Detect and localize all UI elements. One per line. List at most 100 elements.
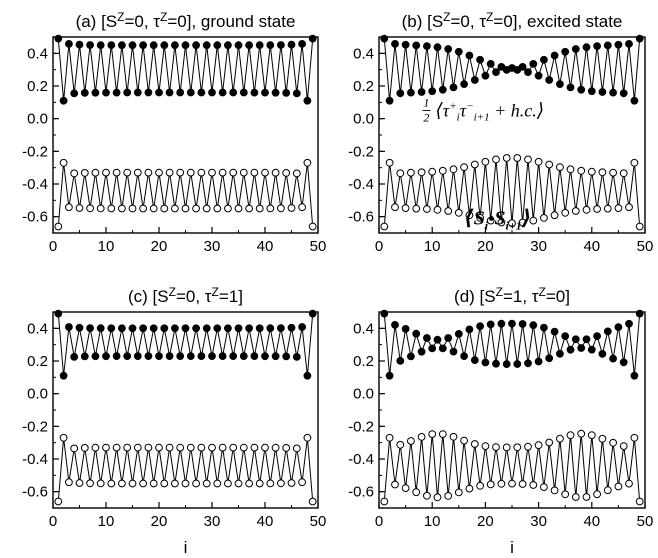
data-point — [428, 344, 437, 353]
data-point — [433, 205, 442, 214]
data-point — [261, 352, 269, 361]
y-tick-label: 0.2 — [353, 78, 374, 95]
data-point — [566, 345, 575, 354]
data-point — [75, 323, 84, 332]
data-point — [213, 479, 222, 488]
x-tick-label: 40 — [257, 238, 274, 255]
annotation-part: τ — [443, 101, 450, 121]
series-line — [383, 157, 641, 227]
data-point — [308, 497, 317, 506]
data-point — [245, 41, 254, 50]
x-tick-label: 40 — [583, 513, 600, 530]
data-point — [545, 160, 554, 169]
data-point — [571, 493, 580, 501]
data-point — [96, 324, 105, 333]
annotation-spin-corr: ⟨Si•Si+1⟩ — [464, 206, 531, 233]
data-point — [298, 323, 307, 331]
data-point — [224, 41, 232, 50]
data-point — [582, 205, 591, 214]
data-point — [391, 480, 399, 489]
series-open — [54, 158, 317, 231]
title-part: =0, τ — [176, 287, 212, 306]
data-point — [80, 89, 89, 97]
x-tick-label: 50 — [310, 238, 327, 255]
data-point — [261, 88, 269, 97]
data-point — [465, 211, 474, 220]
series-line — [57, 313, 314, 376]
x-tick-label: 0 — [375, 513, 383, 530]
data-point — [529, 216, 538, 225]
data-point — [385, 433, 394, 442]
data-point — [470, 160, 479, 169]
series-open — [380, 429, 644, 506]
data-point — [65, 323, 73, 331]
annotation-fraction: 2 — [423, 111, 429, 125]
data-point — [197, 352, 206, 361]
data-point — [524, 442, 532, 451]
data-point — [65, 40, 73, 48]
data-point — [171, 41, 179, 50]
data-point — [492, 68, 500, 76]
data-point — [202, 41, 211, 50]
data-point — [165, 352, 174, 361]
data-point — [86, 41, 94, 49]
data-point — [303, 96, 312, 105]
data-point — [298, 478, 307, 487]
data-point — [155, 168, 163, 177]
data-point — [444, 492, 453, 500]
data-point — [529, 321, 538, 330]
data-point — [271, 352, 280, 361]
title-part: (c) [S — [128, 287, 169, 306]
data-point — [202, 204, 211, 213]
data-point — [492, 155, 500, 164]
data-point — [160, 204, 169, 213]
data-point — [524, 155, 532, 164]
data-point — [155, 352, 163, 361]
data-point — [508, 219, 516, 228]
data-point — [255, 479, 264, 488]
data-point — [630, 433, 639, 442]
data-point — [213, 41, 222, 50]
data-point — [59, 158, 68, 167]
data-point — [540, 55, 548, 64]
title-part: =0], ground state — [167, 12, 295, 31]
data-point — [96, 204, 105, 213]
data-point — [208, 352, 216, 361]
data-point — [513, 360, 522, 368]
data-point — [133, 352, 142, 361]
data-point — [181, 324, 190, 333]
data-point — [70, 169, 79, 178]
data-point — [449, 83, 458, 92]
data-point — [292, 353, 301, 361]
x-tick-label: 10 — [424, 513, 441, 530]
data-point — [619, 169, 628, 178]
data-point — [96, 41, 105, 49]
data-point — [433, 43, 442, 52]
series-open — [54, 433, 317, 506]
data-point — [593, 205, 601, 213]
data-point — [449, 432, 458, 441]
data-point — [128, 479, 137, 488]
data-point — [102, 88, 110, 97]
x-tick-label: 50 — [637, 513, 654, 530]
data-point — [423, 334, 431, 342]
data-point — [144, 352, 153, 361]
data-point — [96, 479, 105, 488]
data-point — [625, 203, 633, 212]
panel-title: (b) [SZ=0, τZ=0], excited state — [402, 10, 623, 31]
data-point — [144, 443, 153, 452]
data-point — [391, 203, 399, 212]
data-point — [625, 479, 633, 488]
data-point — [171, 479, 179, 488]
data-point — [385, 96, 394, 105]
title-part: =0] — [546, 287, 570, 306]
data-point — [250, 352, 259, 361]
data-point — [571, 207, 580, 215]
x-tick-label: 50 — [310, 513, 327, 530]
data-point — [149, 324, 158, 333]
data-point — [102, 352, 110, 361]
data-point — [224, 324, 232, 333]
data-point — [308, 222, 317, 231]
data-point — [133, 443, 142, 452]
data-point — [587, 431, 596, 440]
